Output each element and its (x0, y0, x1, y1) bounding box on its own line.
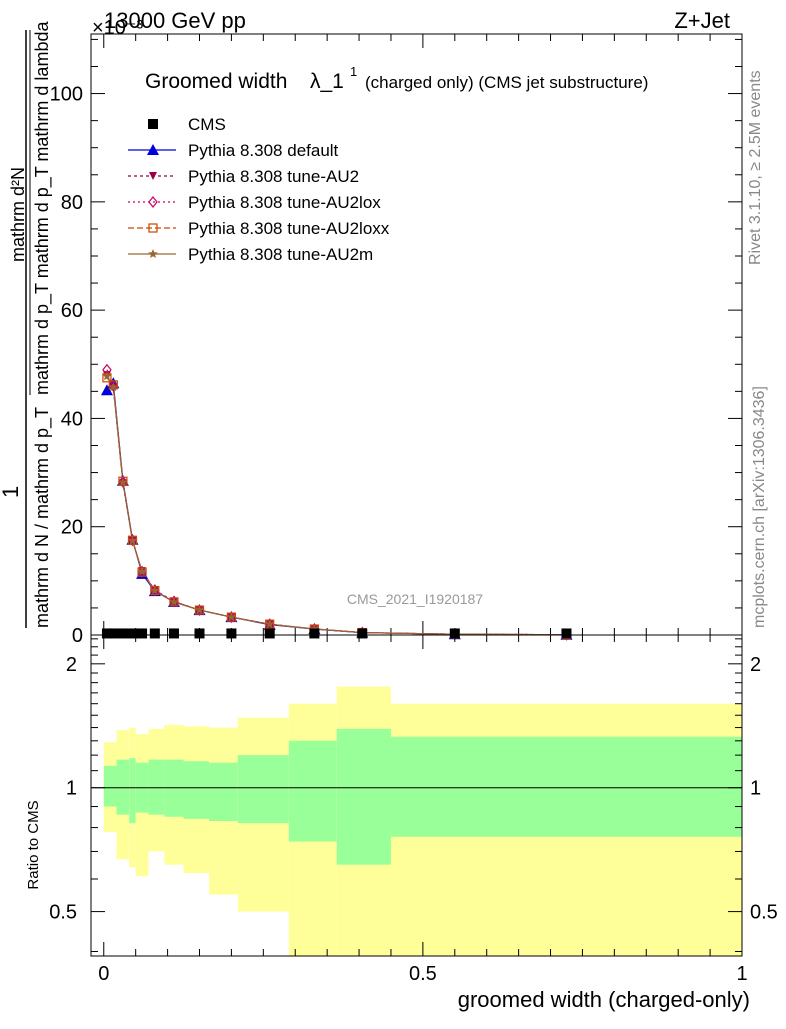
cms-data-point (264, 628, 275, 639)
series-line (106, 377, 567, 636)
ylabel-inner-denominator: mathrm d p_T mathrm d p_T mathrm d lambd… (32, 21, 53, 395)
series-line (106, 381, 567, 636)
legend-label: CMS (188, 115, 226, 134)
main-y-axis-label: 1 mathrm d N / mathrm d p_T mathrm d²N m… (0, 21, 53, 628)
ylabel-inner-numerator: mathrm d²N (8, 167, 28, 262)
legend-label: Pythia 8.308 tune-AU2lox (188, 193, 381, 212)
main-y-tick-label: 40 (61, 408, 83, 430)
ylabel-denominator: mathrm d N / mathrm d p_T (32, 407, 53, 628)
legend-marker (148, 119, 158, 129)
cms-data-point (226, 628, 237, 639)
x-tick-label: 1 (736, 963, 747, 985)
legend-label: Pythia 8.308 tune-AU2loxx (188, 219, 390, 238)
x-tick-label: 0 (98, 963, 109, 985)
cms-data-point (168, 628, 179, 639)
series-marker (118, 475, 128, 488)
main-panel: 0 20 40 60 80 100 Groomed width λ_1 1 (charge… (0, 21, 743, 647)
plot-title-superscript: 1 (350, 64, 357, 79)
legend-marker (148, 196, 158, 208)
series-marker (127, 534, 138, 547)
ratio-y-tick-label: 0.5 (49, 902, 77, 924)
ratio-stat-uncertainty-band (390, 736, 742, 837)
main-y-tick-label: 20 (61, 517, 83, 539)
ratio-y-tick-label-right: 0.5 (750, 902, 778, 924)
ratio-y-axis-label: Ratio to CMS (25, 800, 42, 889)
cms-data-point (149, 628, 160, 639)
cms-data-point (101, 628, 112, 639)
main-y-tick-label: 80 (61, 192, 83, 214)
cms-data-point (108, 628, 119, 639)
x-tick-labels: 0 0.5 1 (98, 963, 747, 985)
legend-marker (148, 223, 158, 233)
ratio-stat-uncertainty-band (116, 759, 130, 815)
rivet-version-label: Rivet 3.1.10, ≥ 2.5M events (747, 70, 764, 265)
series-marker (226, 612, 237, 622)
series-line (106, 375, 567, 636)
series-marker (102, 371, 112, 381)
legend-marker (149, 172, 157, 180)
series-marker (108, 382, 119, 392)
cms-data-point (357, 628, 368, 639)
series-marker (108, 379, 119, 392)
main-y-tick-label: 60 (61, 300, 83, 322)
series-marker (118, 477, 128, 487)
ratio-panel: 0.5 0.5 1 1 2 2 Ratio to CMS (25, 634, 778, 957)
process-label: Z+Jet (674, 8, 730, 33)
ratio-stat-uncertainty-band (209, 762, 238, 822)
cms-data-point (309, 628, 320, 639)
series-marker (137, 566, 147, 576)
series-marker (265, 619, 275, 629)
cms-data-point (449, 628, 460, 639)
legend-label: Pythia 8.308 tune-AU2m (188, 245, 373, 264)
ratio-stat-uncertainty-band (129, 758, 136, 824)
series-line (106, 369, 567, 636)
cms-data-point (561, 628, 572, 639)
ratio-y-tick-label: 2 (66, 654, 77, 676)
legend-label: Pythia 8.308 default (188, 141, 339, 160)
series-marker (100, 384, 113, 396)
cms-data-point (137, 628, 148, 639)
main-y-tick-label: 0 (72, 625, 83, 647)
x-tick-label: 0.5 (409, 963, 437, 985)
mcplots-label: mcplots.cern.ch [arXiv:1306.3436] (751, 386, 768, 628)
plot-title-lambda: λ_1 (310, 70, 344, 93)
series-marker (194, 605, 205, 615)
ratio-stat-uncertainty-band (183, 761, 210, 819)
legend-label: Pythia 8.308 tune-AU2 (188, 167, 359, 186)
legend-marker (147, 144, 159, 155)
series-marker (169, 597, 179, 606)
cms-data-point (194, 628, 205, 639)
legend-marker (148, 249, 158, 258)
legend: CMS Pythia 8.308 default Pythia 8.308 tune… (128, 115, 390, 264)
main-y-tick-label: 100 (50, 84, 83, 106)
ratio-stat-uncertainty-band (336, 728, 391, 865)
plot-title: Groomed width (145, 70, 287, 93)
series-line (106, 374, 567, 636)
ratio-y-tick-label: 1 (66, 778, 77, 800)
ylabel-one: 1 (0, 486, 23, 498)
cms-data-point (117, 628, 128, 639)
ratio-y-tick-label-right: 2 (750, 654, 761, 676)
cms-data-point (127, 628, 138, 639)
analysis-watermark: CMS_2021_I1920187 (347, 591, 483, 607)
ratio-stat-uncertainty-band (237, 755, 289, 824)
energy-label: 13000 GeV pp (104, 8, 246, 33)
ratio-stat-uncertainty-band (288, 740, 337, 842)
ratio-stat-uncertainty-band (103, 765, 117, 807)
series-marker (127, 535, 138, 545)
plot-title-subtext: (charged only) (CMS jet substructure) (365, 73, 648, 92)
series-marker (150, 585, 160, 595)
series-marker (226, 611, 237, 624)
x-axis-label: groomed width (charged-only) (458, 987, 750, 1012)
ratio-stat-uncertainty-band (148, 759, 165, 815)
ratio-y-tick-label-right: 1 (750, 778, 761, 800)
